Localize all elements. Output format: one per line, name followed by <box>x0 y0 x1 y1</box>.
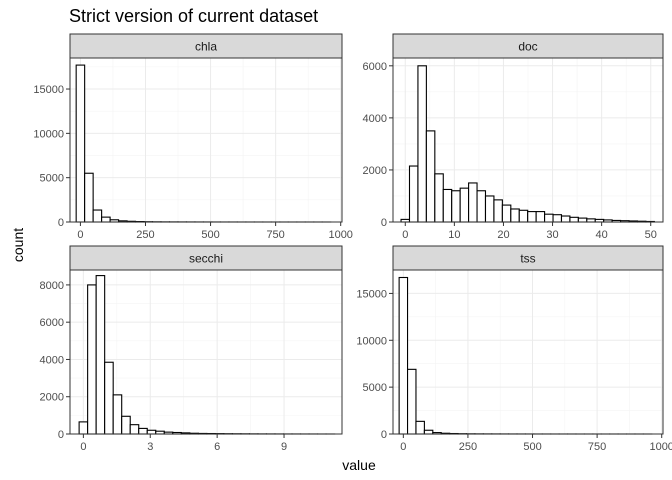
y-tick-label: 8000 <box>40 280 64 292</box>
y-tick-label: 6000 <box>40 317 64 329</box>
histogram-bar <box>501 204 512 223</box>
x-tick-label: 10 <box>448 229 460 241</box>
histogram-bar <box>560 215 571 223</box>
histogram-bar <box>544 213 554 223</box>
histogram-bar <box>417 65 427 223</box>
y-tick-label: 0 <box>381 429 387 441</box>
histogram-bar <box>423 429 434 435</box>
chart-title: Strict version of current dataset <box>69 6 318 26</box>
histogram-bar <box>104 361 114 435</box>
histogram-bar <box>146 429 157 435</box>
histogram-bar <box>415 420 425 435</box>
histogram-bar <box>87 284 97 435</box>
y-tick-label: 2000 <box>40 392 64 404</box>
histogram-bar <box>493 199 503 223</box>
x-tick-label: 0 <box>400 441 406 453</box>
y-tick-label: 10000 <box>356 335 387 347</box>
histogram-bar <box>484 195 495 223</box>
x-tick-label: 20 <box>497 229 509 241</box>
facet-strip-label: chla <box>195 40 217 54</box>
histogram-bar <box>518 209 529 223</box>
x-tick-label: 0 <box>77 229 83 241</box>
y-tick-label: 2000 <box>363 165 387 177</box>
histogram-bar <box>138 427 148 435</box>
y-tick-label: 4000 <box>40 354 64 366</box>
y-tick-label: 15000 <box>356 288 387 300</box>
histogram-bar <box>476 190 487 223</box>
histogram-bar <box>510 208 520 223</box>
facet-strip <box>69 33 343 59</box>
y-tick-label: 5000 <box>363 382 387 394</box>
histogram-bar <box>451 190 461 223</box>
facet-strip-label: doc <box>518 40 537 54</box>
y-axis-title: count <box>10 228 26 262</box>
panel-border <box>392 269 664 435</box>
histogram-bar <box>101 216 111 223</box>
y-tick-label: 0 <box>381 217 387 229</box>
histogram-bar <box>92 209 103 223</box>
panel-border <box>392 57 664 223</box>
histogram-bar <box>459 187 470 223</box>
x-tick-label: 1000 <box>328 229 352 241</box>
histogram-bar <box>577 217 588 223</box>
histogram-bar <box>468 182 478 223</box>
x-tick-label: 1000 <box>649 441 672 453</box>
panel-background <box>393 270 663 434</box>
histogram-bar <box>552 214 563 223</box>
histogram-bar <box>408 165 419 223</box>
histogram-bar <box>434 173 444 223</box>
histogram-bar <box>75 64 86 223</box>
panel-border <box>69 57 343 223</box>
histogram-bar <box>442 188 453 223</box>
x-tick-label: 750 <box>266 229 284 241</box>
facet-secchi: secchi 0 3 6 9 0 2000 4000 6000 8000 <box>40 245 343 453</box>
facet-strip <box>69 245 343 271</box>
histogram-bar <box>121 415 131 435</box>
histogram-bar <box>398 276 409 435</box>
x-tick-label: 250 <box>136 229 154 241</box>
histogram-bar <box>129 424 140 435</box>
facet-strip-label: secchi <box>189 252 223 266</box>
histogram-bar <box>527 211 537 223</box>
histogram-bar <box>425 130 436 223</box>
x-tick-label: 750 <box>588 441 606 453</box>
x-tick-label: 500 <box>201 229 219 241</box>
x-tick-label: 9 <box>281 441 287 453</box>
histogram-bar <box>84 172 94 223</box>
histogram-bar <box>95 275 106 435</box>
y-tick-label: 10000 <box>33 128 64 140</box>
panel-border <box>69 269 343 435</box>
histogram-bar <box>112 394 123 435</box>
x-tick-label: 250 <box>459 441 477 453</box>
histogram-bar <box>406 368 417 435</box>
facet-strip-label: tss <box>520 252 535 266</box>
histogram-bar <box>535 211 546 223</box>
histogram-bar <box>78 421 89 435</box>
panel-background <box>70 58 342 222</box>
x-tick-label: 6 <box>214 441 220 453</box>
x-tick-label: 500 <box>523 441 541 453</box>
facet-doc: doc 0 10 20 30 40 50 0 2000 4000 6000 <box>363 33 664 241</box>
x-tick-label: 0 <box>80 441 86 453</box>
x-axis-title: value <box>342 457 376 473</box>
y-tick-label: 5000 <box>40 173 64 185</box>
x-tick-label: 3 <box>147 441 153 453</box>
x-tick-label: 50 <box>645 229 657 241</box>
histogram-bar <box>569 216 579 223</box>
y-tick-label: 6000 <box>363 61 387 73</box>
y-tick-label: 0 <box>58 429 64 441</box>
x-tick-label: 30 <box>546 229 558 241</box>
y-tick-label: 0 <box>58 217 64 229</box>
y-tick-label: 4000 <box>363 113 387 125</box>
x-tick-label: 40 <box>596 229 608 241</box>
x-tick-label: 0 <box>402 229 408 241</box>
y-tick-label: 15000 <box>33 84 64 96</box>
